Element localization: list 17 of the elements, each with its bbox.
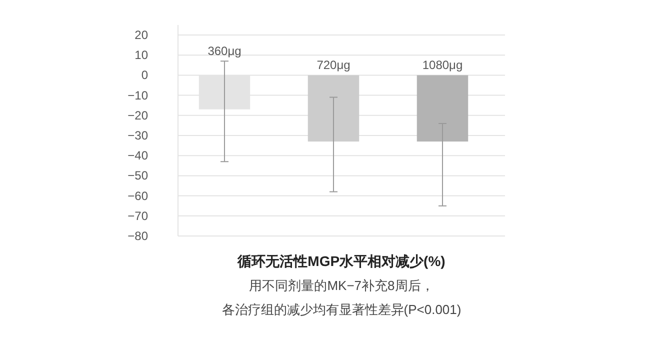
y-tick-label: −10 [128,88,148,102]
x-tick-label: 1080μg [422,58,463,72]
y-tick-label: −30 [128,128,148,142]
x-tick-label: 360μg [208,44,242,58]
y-tick-label: −70 [128,208,148,223]
x-tick-label: 720μg [316,58,350,72]
text: 各治疗组的减少均有显著性差异(P<0.001) [222,302,462,317]
y-tick-label: −50 [128,168,148,183]
x-axis-title: 循环无活性MGP水平相对减少(%) [236,253,446,269]
y-tick-label: −60 [128,188,148,203]
y-tick-label: 10 [134,48,148,62]
y-tick-label: −20 [128,108,148,122]
text: 用不同剂量的MK−7补充8周后， [249,278,434,293]
y-tick-label: 0 [141,68,148,82]
y-tick-label: −80 [128,229,148,243]
y-tick-label: −40 [128,148,148,163]
y-tick-label: 20 [134,28,148,42]
